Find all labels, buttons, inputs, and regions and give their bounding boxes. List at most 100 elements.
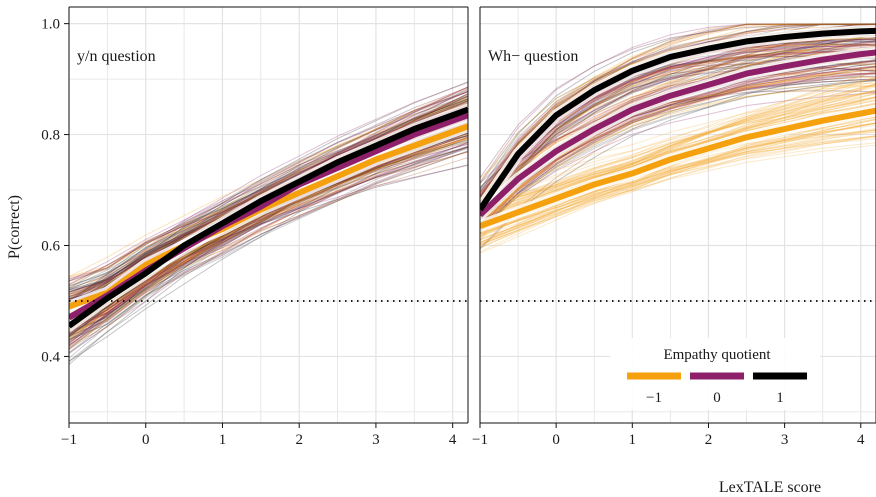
posterior-sample-line — [480, 82, 876, 223]
legend-label-neg1: −1 — [646, 390, 662, 406]
posterior-sample-line — [480, 73, 876, 230]
posterior-sample-line — [480, 90, 876, 218]
series-line-pos1 — [480, 27, 876, 212]
posterior-sample-line — [480, 63, 876, 228]
posterior-sample-line — [480, 116, 876, 241]
panel-title: y/n question — [77, 48, 156, 65]
posterior-sample-line — [480, 35, 876, 229]
posterior-sample-line — [480, 71, 876, 221]
posterior-sample-line — [69, 135, 468, 342]
posterior-sample-line — [69, 81, 468, 311]
panel-2: Wh− question −1 0 1 2 3 4 — [472, 6, 876, 448]
posterior-sample-line — [480, 23, 876, 200]
x-tick-label: 3 — [781, 432, 789, 448]
posterior-sample-line — [69, 98, 468, 300]
legend-title: Empathy quotient — [663, 347, 771, 363]
posterior-sample-line — [480, 85, 876, 197]
posterior-sample-line — [69, 146, 468, 340]
posterior-sample-line — [480, 80, 876, 219]
mean-lines — [69, 103, 468, 332]
posterior-sample-line — [480, 129, 876, 245]
posterior-sample-line — [480, 60, 876, 223]
x-tick-label: 1 — [629, 432, 637, 448]
posterior-sample-line — [480, 93, 876, 212]
posterior-sample-line — [480, 144, 876, 233]
x-tick-label: 4 — [449, 432, 457, 448]
series-line-neg1 — [69, 123, 468, 310]
posterior-sample-line — [480, 66, 876, 225]
posterior-sample-line — [480, 118, 876, 248]
x-tick-label: −1 — [61, 432, 77, 448]
posterior-sample-line — [480, 136, 876, 232]
posterior-sample-line — [480, 68, 876, 224]
posterior-sample-line — [480, 36, 876, 199]
posterior-sample-line — [480, 119, 876, 243]
posterior-sample-line — [69, 103, 468, 277]
posterior-sample-line — [69, 142, 468, 322]
y-axis-label: P(correct) — [6, 195, 23, 259]
posterior-sample-line — [69, 133, 468, 330]
posterior-sample-line — [480, 70, 876, 244]
y-tick-label: 0.6 — [41, 239, 60, 255]
posterior-sample-line — [480, 135, 876, 239]
series-line-neg1 — [480, 107, 876, 229]
posterior-sample-line — [480, 128, 876, 234]
posterior-sample-line — [480, 40, 876, 188]
posterior-sample-line — [480, 99, 876, 203]
x-axis-label: LexTALE score — [719, 479, 821, 496]
x-tick-label: 2 — [705, 432, 713, 448]
x-tick-label: −1 — [472, 432, 488, 448]
posterior-sample-line — [480, 47, 876, 218]
posterior-sample-line — [480, 25, 876, 194]
posterior-sample-line — [480, 77, 876, 218]
posterior-sample-line — [480, 116, 876, 246]
mean-lines — [480, 24, 876, 233]
posterior-sample-line — [69, 98, 468, 303]
posterior-sample-line — [69, 150, 468, 332]
posterior-sample-line — [480, 73, 876, 216]
x-tick-label: 0 — [142, 432, 150, 448]
posterior-samples — [69, 81, 468, 365]
series-line-zero — [480, 49, 876, 218]
posterior-sample-line — [480, 90, 876, 215]
posterior-sample-line — [480, 122, 876, 235]
posterior-sample-line — [69, 150, 468, 327]
x-tick-label: 2 — [295, 432, 303, 448]
posterior-sample-line — [69, 95, 468, 306]
posterior-sample-line — [480, 72, 876, 222]
posterior-sample-line — [69, 91, 468, 302]
posterior-sample-line — [480, 89, 876, 219]
x-tick-label: 4 — [857, 432, 865, 448]
posterior-sample-line — [69, 136, 468, 334]
posterior-sample-line — [69, 128, 468, 346]
posterior-sample-line — [480, 24, 876, 178]
posterior-sample-line — [480, 65, 876, 229]
posterior-sample-line — [480, 122, 876, 243]
posterior-sample-line — [480, 23, 876, 202]
posterior-sample-line — [480, 60, 876, 226]
posterior-sample-line — [480, 72, 876, 226]
posterior-sample-line — [480, 66, 876, 232]
posterior-sample-line — [480, 44, 876, 226]
posterior-sample-line — [480, 83, 876, 243]
posterior-sample-line — [69, 82, 468, 303]
posterior-sample-line — [480, 23, 876, 190]
posterior-sample-line — [69, 141, 468, 341]
posterior-sample-line — [480, 128, 876, 237]
posterior-sample-line — [69, 130, 468, 362]
posterior-sample-line — [69, 89, 468, 307]
posterior-sample-line — [480, 90, 876, 191]
y-tick-label: 0.4 — [41, 349, 60, 365]
posterior-sample-line — [69, 96, 468, 302]
posterior-sample-line — [69, 146, 468, 337]
posterior-sample-line — [480, 97, 876, 209]
posterior-sample-line — [480, 51, 876, 218]
posterior-sample-line — [480, 43, 876, 188]
posterior-sample-line — [480, 97, 876, 220]
legend-label-zero: 0 — [713, 390, 721, 406]
posterior-sample-line — [480, 38, 876, 222]
posterior-sample-line — [480, 106, 876, 193]
posterior-sample-line — [480, 67, 876, 223]
posterior-sample-line — [480, 62, 876, 230]
